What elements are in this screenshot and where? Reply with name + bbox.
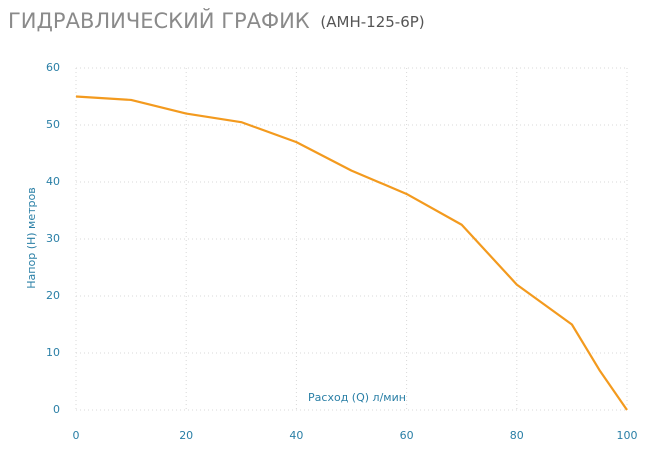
chart-subtitle: (АМН-125-6Р) [320, 13, 424, 31]
y-tick-label: 50 [46, 118, 60, 131]
x-tick-label: 0 [73, 429, 80, 442]
x-axis-label: Расход (Q) л/мин [308, 391, 406, 404]
y-tick-label: 0 [53, 403, 60, 416]
y-tick-label: 30 [46, 232, 60, 245]
y-tick-label: 10 [46, 346, 60, 359]
chart-title: ГИДРАВЛИЧЕСКИЙ ГРАФИК [8, 8, 310, 33]
y-tick-label: 40 [46, 175, 60, 188]
x-tick-label: 100 [617, 429, 638, 442]
chart-title-group: ГИДРАВЛИЧЕСКИЙ ГРАФИК (АМН-125-6Р) [8, 8, 425, 33]
y-tick-label: 60 [46, 61, 60, 74]
y-axis-label: Напор (Н) метров [25, 187, 38, 288]
x-tick-label: 20 [179, 429, 193, 442]
line [75, 95, 628, 411]
x-tick-label: 80 [510, 429, 524, 442]
x-tick-label: 40 [289, 429, 303, 442]
x-tick-label: 60 [400, 429, 414, 442]
y-tick-label: 20 [46, 289, 60, 302]
